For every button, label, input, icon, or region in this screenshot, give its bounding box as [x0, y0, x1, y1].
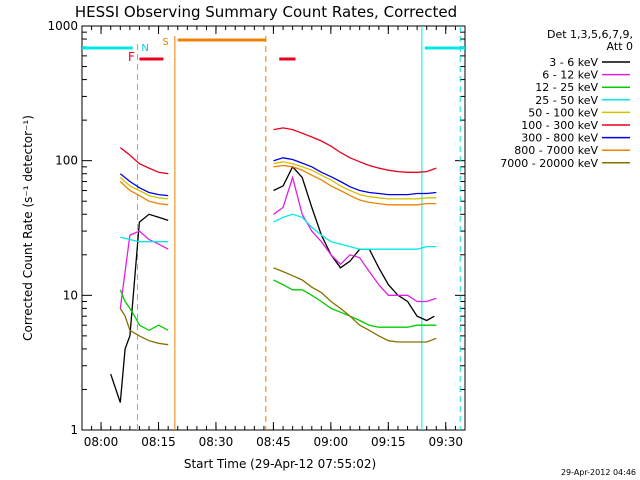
series-line — [119, 289, 169, 332]
series-line — [119, 308, 169, 346]
x-tick-label: 08:15 — [141, 435, 176, 449]
legend-label: 800 - 7000 keV — [514, 144, 598, 157]
series-line — [273, 161, 437, 200]
y-tick-label: 10 — [63, 288, 78, 302]
x-tick-label: 09:00 — [314, 435, 349, 449]
timestamp: 29-Apr-2012 04:46 — [561, 468, 636, 477]
x-tick-label: 09:30 — [428, 435, 463, 449]
legend-header-line2: Att 0 — [607, 40, 633, 53]
series-line — [119, 230, 169, 309]
series-line — [120, 236, 169, 243]
x-tick-label: 08:30 — [199, 435, 234, 449]
y-axis-label: Corrected Count Rate (s⁻¹ detector⁻¹) — [21, 115, 35, 341]
legend-header-line1: Det 1,3,5,6,7,9, — [547, 28, 633, 41]
night-flag: N — [141, 43, 148, 54]
series-group — [110, 127, 437, 403]
legend-label: 25 - 50 keV — [535, 94, 598, 107]
series-line — [273, 213, 437, 250]
legend-label: 7000 - 20000 keV — [500, 157, 598, 170]
y-tick-label: 1 — [70, 423, 78, 437]
series-line — [119, 181, 169, 206]
y-tick-label: 100 — [55, 154, 78, 168]
x-tick-label: 08:00 — [84, 435, 119, 449]
flare-flag: F — [128, 50, 135, 64]
series-line — [119, 147, 169, 175]
series-line — [273, 164, 437, 206]
x-axis: 08:00 08:15 08:30 08:45 09:00 09:15 09:30 — [81, 26, 466, 449]
series-line — [273, 267, 437, 343]
series-line — [110, 213, 169, 403]
saa-flag: S — [162, 37, 168, 48]
series-line — [119, 173, 169, 197]
x-tick-label: 08:45 — [256, 435, 291, 449]
x-axis-label: Start Time (29-Apr-12 07:55:02) — [184, 457, 376, 471]
y-tick-label: 1000 — [47, 19, 78, 33]
y-axis: 1 10 100 1000 — [47, 19, 465, 437]
series-line — [273, 175, 437, 303]
x-tick-label: 09:15 — [371, 435, 406, 449]
observing-markers: FN S — [82, 26, 465, 430]
legend-label: 50 - 100 keV — [528, 106, 598, 119]
series-line — [119, 177, 169, 200]
series-line — [273, 157, 437, 196]
chart-title: HESSI Observing Summary Count Rates, Cor… — [75, 3, 457, 21]
series-line — [273, 279, 437, 328]
legend-label: 300 - 800 keV — [521, 132, 598, 145]
legend-label: 6 - 12 keV — [542, 69, 598, 82]
series-line — [273, 165, 435, 322]
legend-label: 12 - 25 keV — [535, 81, 598, 94]
legend-label: 3 - 6 keV — [549, 56, 598, 69]
legend-label: 100 - 300 keV — [521, 119, 598, 132]
series-line — [273, 127, 437, 173]
